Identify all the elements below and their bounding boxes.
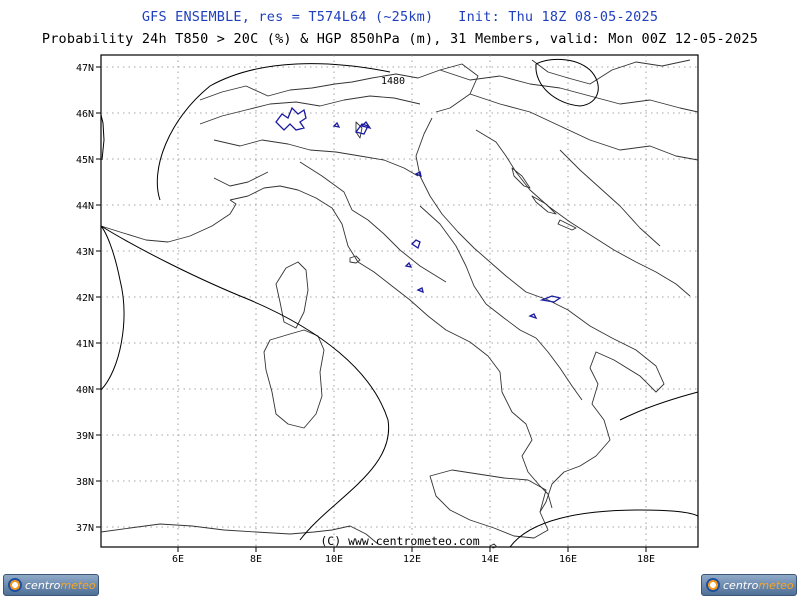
map-frame — [100, 54, 699, 548]
lat-label: 47N — [76, 63, 94, 74]
coastlines — [100, 59, 699, 549]
lon-label: 6E — [172, 554, 184, 565]
lon-label: 18E — [637, 554, 655, 565]
copyright-text: (C) www.centrometeo.com — [320, 534, 479, 548]
axis-ticks — [96, 66, 647, 552]
logo-text: centrometeo — [25, 578, 96, 592]
hgp-contours — [100, 59, 699, 548]
lat-gridlines — [101, 66, 698, 528]
lat-label: 40N — [76, 385, 94, 396]
lat-label: 44N — [76, 201, 94, 212]
contour-label: 1480 — [381, 76, 405, 87]
centrometeo-logo-left[interactable]: centrometeo — [3, 574, 99, 596]
logo-text: centrometeo — [723, 578, 794, 592]
logo-icon — [8, 578, 22, 592]
lat-label: 41N — [76, 339, 94, 350]
lon-gridlines — [177, 55, 647, 547]
lat-label: 38N — [76, 477, 94, 488]
lon-label: 12E — [403, 554, 421, 565]
lon-label: 10E — [325, 554, 343, 565]
lon-label: 14E — [481, 554, 499, 565]
logo-icon — [706, 578, 720, 592]
lat-label: 46N — [76, 109, 94, 120]
lat-label: 45N — [76, 155, 94, 166]
lon-label: 8E — [250, 554, 262, 565]
chart-subtitle: Probability 24h T850 > 20C (%) & HGP 850… — [41, 31, 759, 47]
lat-label: 43N — [76, 247, 94, 258]
lat-label: 39N — [76, 431, 94, 442]
lat-label: 42N — [76, 293, 94, 304]
chart-title: GFS ENSEMBLE, res = T574L64 (~25km) Init… — [141, 9, 659, 25]
lon-label: 16E — [559, 554, 577, 565]
centrometeo-logo-right[interactable]: centrometeo — [701, 574, 797, 596]
probability-contours — [275, 106, 562, 320]
lat-label: 37N — [76, 523, 94, 534]
